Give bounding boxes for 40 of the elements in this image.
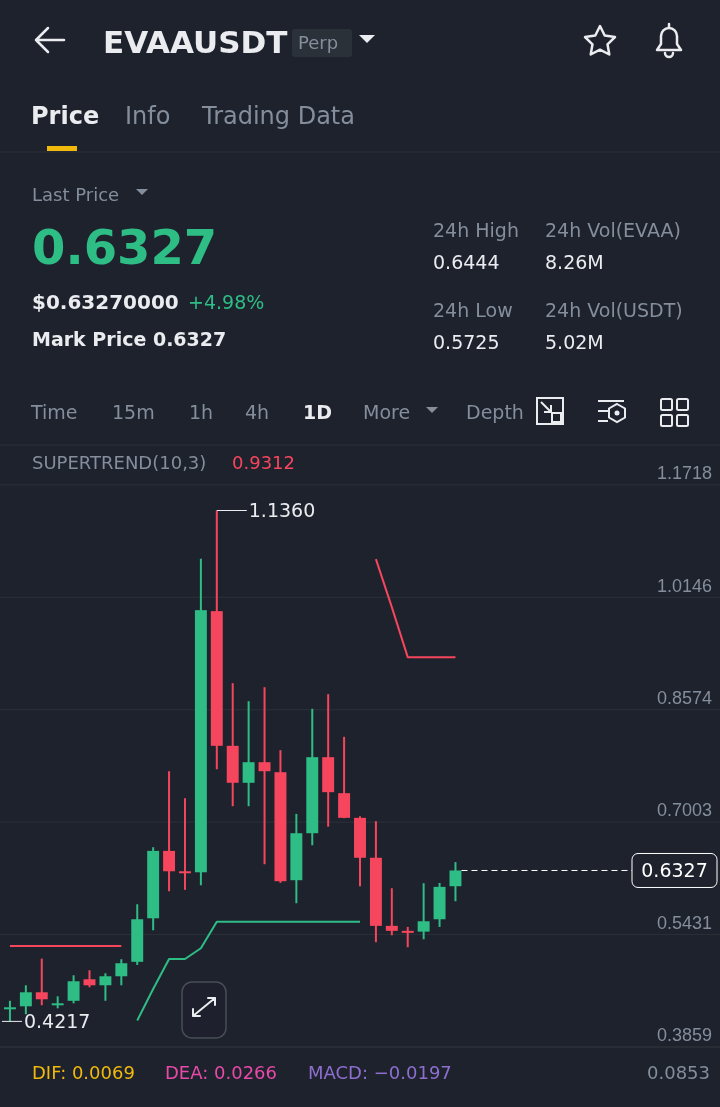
text: Time: [30, 401, 78, 423]
text: 24h Low: [433, 299, 513, 321]
text: Perp: [298, 32, 339, 53]
text: 15m: [112, 401, 155, 423]
text: Trading Data: [201, 102, 355, 130]
ref-line-label: 0.6327: [641, 859, 708, 882]
text: DEA: 0.0266: [165, 1062, 277, 1083]
y-tick-label: 0.5431: [656, 912, 712, 933]
annotation: SUPERTREND(10,3): [32, 452, 207, 473]
text: Depth: [466, 401, 524, 423]
y-tick-label: 1.1718: [656, 463, 712, 484]
y-tick-label: 0.8574: [656, 687, 712, 708]
annotation: 1.1360: [248, 499, 316, 522]
text: 24h Vol(EVAA): [545, 219, 681, 241]
text: $0.63270000: [32, 290, 179, 314]
text: 24h High: [433, 219, 519, 241]
text: 24h Vol(USDT): [545, 299, 683, 321]
text: 1D: [303, 401, 332, 423]
text: 4h: [245, 401, 270, 423]
text: +4.98%: [188, 291, 265, 313]
y-tick-label: 1.0146: [656, 575, 712, 596]
y-tick-label: 0.7003: [656, 800, 712, 821]
text: Mark Price 0.6327: [32, 328, 227, 350]
text: 0.6444: [433, 251, 500, 273]
text: Price: [31, 102, 100, 130]
y-tick-label: 0.3859: [656, 1025, 712, 1046]
chart-title: EVAAUSDT: [103, 24, 288, 60]
text: 0.0853: [647, 1062, 710, 1083]
annotation: 0.4217: [23, 1010, 91, 1033]
annotation: 0.9312: [232, 452, 295, 473]
text: Last Price: [32, 184, 120, 205]
text: DIF: 0.0069: [32, 1062, 135, 1083]
text: 5.02M: [545, 331, 604, 353]
text: Info: [125, 102, 171, 130]
text: More: [363, 401, 411, 423]
text: MACD: −0.0197: [308, 1062, 452, 1083]
text: 0.6327: [32, 219, 218, 275]
text: 1h: [189, 401, 214, 423]
text: 0.5725: [433, 331, 500, 353]
text: 8.26M: [545, 251, 604, 273]
